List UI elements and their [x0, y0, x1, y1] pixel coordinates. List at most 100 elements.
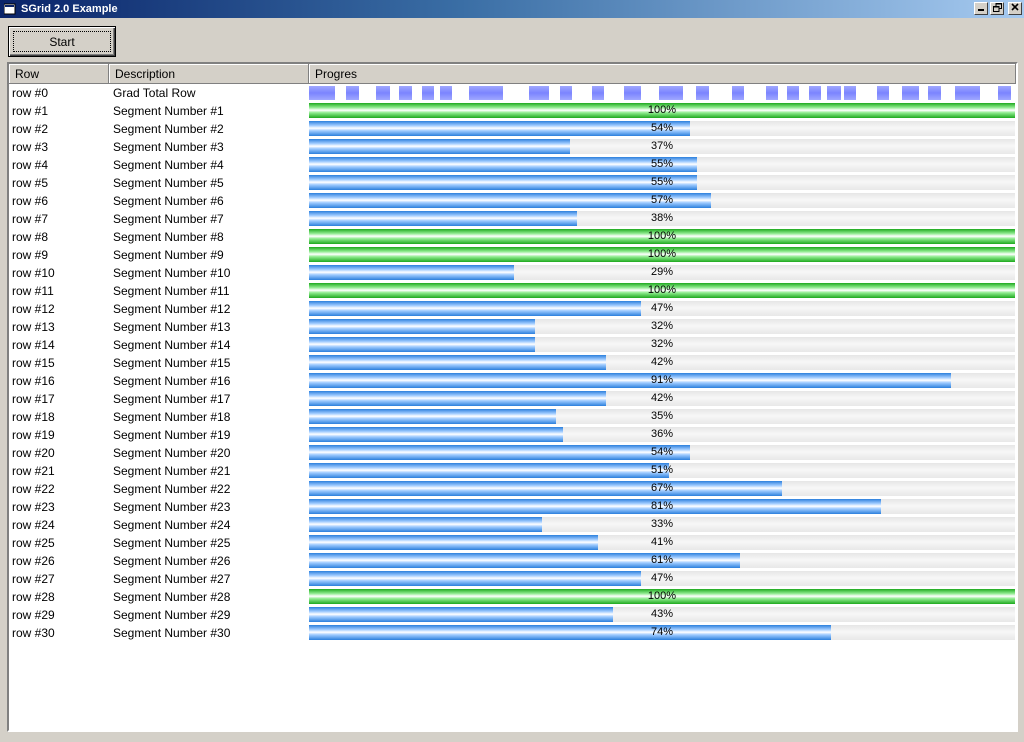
app-icon[interactable] [3, 2, 17, 16]
row-id-cell: row #4 [12, 158, 49, 172]
minimize-button[interactable] [974, 2, 988, 15]
progress-fill [309, 445, 691, 460]
table-row[interactable]: row #15 Segment Number #15 42% [9, 354, 1016, 372]
progress-fill [309, 319, 535, 334]
table-row[interactable]: row #19 Segment Number #19 36% [9, 426, 1016, 444]
column-header-progress[interactable]: Progres [309, 64, 1016, 84]
row-id-cell: row #5 [12, 176, 49, 190]
progress-segment [809, 86, 821, 100]
progress-cell: 100% [309, 102, 1015, 120]
table-row[interactable]: row #4 Segment Number #4 55% [9, 156, 1016, 174]
row-id-cell: row #23 [12, 500, 55, 514]
progress-segment [998, 86, 1011, 100]
table-row[interactable]: row #30 Segment Number #30 74% [9, 624, 1016, 642]
segmented-progress-bar [309, 86, 1015, 100]
description-cell: Segment Number #3 [113, 140, 224, 154]
progress-segment [399, 86, 412, 100]
table-row[interactable]: row #6 Segment Number #6 57% [9, 192, 1016, 210]
progress-fill [309, 175, 698, 190]
description-cell: Segment Number #30 [113, 626, 231, 640]
table-row[interactable]: row #28 Segment Number #28 100% [9, 588, 1016, 606]
table-row[interactable]: row #18 Segment Number #18 35% [9, 408, 1016, 426]
column-header-description[interactable]: Description [109, 64, 309, 84]
table-row[interactable]: row #25 Segment Number #25 41% [9, 534, 1016, 552]
description-cell: Segment Number #6 [113, 194, 224, 208]
table-row[interactable]: row #27 Segment Number #27 47% [9, 570, 1016, 588]
table-row[interactable]: row #14 Segment Number #14 32% [9, 336, 1016, 354]
description-cell: Segment Number #4 [113, 158, 224, 172]
table-row[interactable]: row #12 Segment Number #12 47% [9, 300, 1016, 318]
window-title: SGrid 2.0 Example [21, 3, 118, 15]
description-cell: Segment Number #13 [113, 320, 231, 334]
progress-percent-label: 61% [650, 554, 674, 566]
progress-fill [309, 571, 641, 586]
progress-fill [309, 427, 564, 442]
table-row[interactable]: row #1 Segment Number #1 100% [9, 102, 1016, 120]
progress-cell: 42% [309, 390, 1015, 408]
progress-fill [309, 283, 1015, 298]
progress-fill [309, 535, 599, 550]
table-row[interactable]: row #26 Segment Number #26 61% [9, 552, 1016, 570]
window-controls [974, 2, 1022, 15]
grid-rows: row #0 Grad Total Row row #1 Segment Numb… [9, 84, 1016, 642]
row-id-cell: row #7 [12, 212, 49, 226]
table-row[interactable]: row #24 Segment Number #24 33% [9, 516, 1016, 534]
restore-button[interactable] [990, 2, 1004, 15]
progress-track [309, 409, 1015, 424]
progress-fill [309, 301, 641, 316]
table-row[interactable]: row #16 Segment Number #16 91% [9, 372, 1016, 390]
start-button[interactable]: Start [8, 26, 116, 57]
progress-cell: 91% [309, 372, 1015, 390]
progress-track [309, 553, 1015, 568]
progress-segment [876, 86, 889, 100]
description-cell: Segment Number #16 [113, 374, 231, 388]
table-row[interactable]: row #7 Segment Number #7 38% [9, 210, 1016, 228]
progress-cell: 55% [309, 156, 1015, 174]
progress-track [309, 139, 1015, 154]
progress-fill [309, 517, 542, 532]
progress-track [309, 571, 1015, 586]
progress-grid[interactable]: Row Description Progres row #0 Grad Tota… [7, 62, 1018, 732]
progress-fill [309, 121, 691, 136]
progress-cell: 36% [309, 426, 1015, 444]
table-row[interactable]: row #13 Segment Number #13 32% [9, 318, 1016, 336]
table-row[interactable]: row #17 Segment Number #17 42% [9, 390, 1016, 408]
progress-track [309, 589, 1015, 604]
progress-cell: 100% [309, 228, 1015, 246]
table-row[interactable]: row #3 Segment Number #3 37% [9, 138, 1016, 156]
progress-cell: 47% [309, 570, 1015, 588]
progress-fill [309, 265, 514, 280]
description-cell: Segment Number #15 [113, 356, 231, 370]
table-row[interactable]: row #10 Segment Number #10 29% [9, 264, 1016, 282]
progress-percent-label: 100% [647, 590, 677, 602]
progress-track [309, 211, 1015, 226]
table-row[interactable]: row #29 Segment Number #29 43% [9, 606, 1016, 624]
progress-cell: 54% [309, 444, 1015, 462]
progress-track [309, 319, 1015, 334]
table-row[interactable]: row #22 Segment Number #22 67% [9, 480, 1016, 498]
table-row[interactable]: row #8 Segment Number #8 100% [9, 228, 1016, 246]
close-button[interactable] [1008, 2, 1022, 15]
table-row[interactable]: row #5 Segment Number #5 55% [9, 174, 1016, 192]
description-cell: Grad Total Row [113, 86, 196, 100]
table-row[interactable]: row #21 Segment Number #21 51% [9, 462, 1016, 480]
row-id-cell: row #22 [12, 482, 55, 496]
table-row[interactable]: row #23 Segment Number #23 81% [9, 498, 1016, 516]
row-id-cell: row #30 [12, 626, 55, 640]
description-cell: Segment Number #9 [113, 248, 224, 262]
column-header-row[interactable]: Row [9, 64, 109, 84]
progress-cell: 29% [309, 264, 1015, 282]
total-row[interactable]: row #0 Grad Total Row [9, 84, 1016, 102]
restore-icon [992, 2, 1002, 15]
minimize-icon [977, 3, 985, 14]
progress-percent-label: 100% [647, 248, 677, 260]
table-row[interactable]: row #20 Segment Number #20 54% [9, 444, 1016, 462]
progress-percent-label: 47% [650, 302, 674, 314]
table-row[interactable]: row #2 Segment Number #2 54% [9, 120, 1016, 138]
row-id-cell: row #0 [12, 86, 49, 100]
progress-cell: 43% [309, 606, 1015, 624]
progress-cell: 61% [309, 552, 1015, 570]
table-row[interactable]: row #9 Segment Number #9 100% [9, 246, 1016, 264]
progress-track [309, 247, 1015, 262]
table-row[interactable]: row #11 Segment Number #11 100% [9, 282, 1016, 300]
